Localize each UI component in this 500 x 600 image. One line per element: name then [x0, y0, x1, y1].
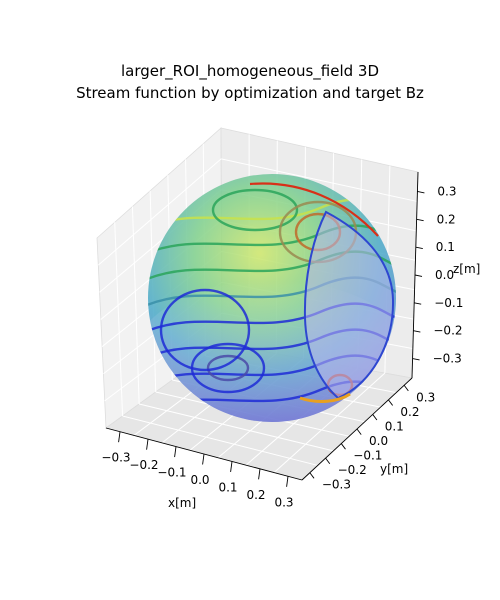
x-tick-label: 0.1 — [218, 480, 237, 494]
z-tick-mark — [413, 331, 420, 332]
x-tick-mark — [147, 439, 148, 450]
x-tick-mark — [259, 469, 260, 480]
y-tick-mark — [357, 429, 361, 435]
y-axis-label: y[m] — [380, 462, 408, 476]
z-tick-label: 0.3 — [437, 184, 456, 198]
x-tick-label: 0.3 — [274, 495, 293, 509]
y-tick-label: 0.2 — [400, 405, 419, 419]
y-tick-mark — [341, 444, 345, 450]
z-tick-label: 0.1 — [436, 240, 455, 254]
y-tick-mark — [404, 385, 408, 391]
z-tick-mark — [413, 359, 420, 360]
x-tick-label: 0.0 — [190, 473, 209, 487]
y-tick-mark — [310, 473, 314, 479]
y-tick-label: 0.0 — [369, 434, 388, 448]
y-tick-mark — [388, 400, 392, 406]
x-tick-mark — [119, 432, 120, 443]
z-tick-mark — [414, 303, 421, 304]
y-tick-label: 0.1 — [385, 419, 404, 433]
z-tick-label: −0.1 — [434, 296, 463, 310]
y-tick-mark — [373, 414, 377, 420]
x-tick-label: −0.3 — [101, 451, 130, 465]
x-tick-mark — [175, 447, 176, 458]
z-tick-label: −0.2 — [433, 324, 462, 338]
x-tick-label: −0.1 — [157, 466, 186, 480]
z-tick-label: 0.2 — [437, 212, 456, 226]
z-axis-label: z[m] — [453, 262, 480, 276]
y-tick-label: −0.2 — [338, 463, 367, 477]
x-tick-mark — [231, 461, 232, 472]
x-tick-mark — [287, 476, 288, 487]
x-tick-mark — [203, 454, 204, 465]
z-tick-mark — [417, 191, 424, 192]
x-tick-label: 0.2 — [246, 488, 265, 502]
y-tick-label: −0.1 — [353, 449, 382, 463]
z-tick-mark — [416, 247, 423, 248]
z-tick-label: −0.3 — [433, 352, 462, 366]
y-tick-mark — [326, 458, 330, 464]
y-tick-label: 0.3 — [416, 390, 435, 404]
z-tick-mark — [417, 219, 424, 220]
z-tick-label: 0.0 — [435, 268, 454, 282]
z-tick-mark — [415, 275, 422, 276]
x-tick-label: −0.2 — [129, 458, 158, 472]
x-axis-label: x[m] — [168, 496, 196, 510]
y-tick-label: −0.3 — [322, 478, 351, 492]
